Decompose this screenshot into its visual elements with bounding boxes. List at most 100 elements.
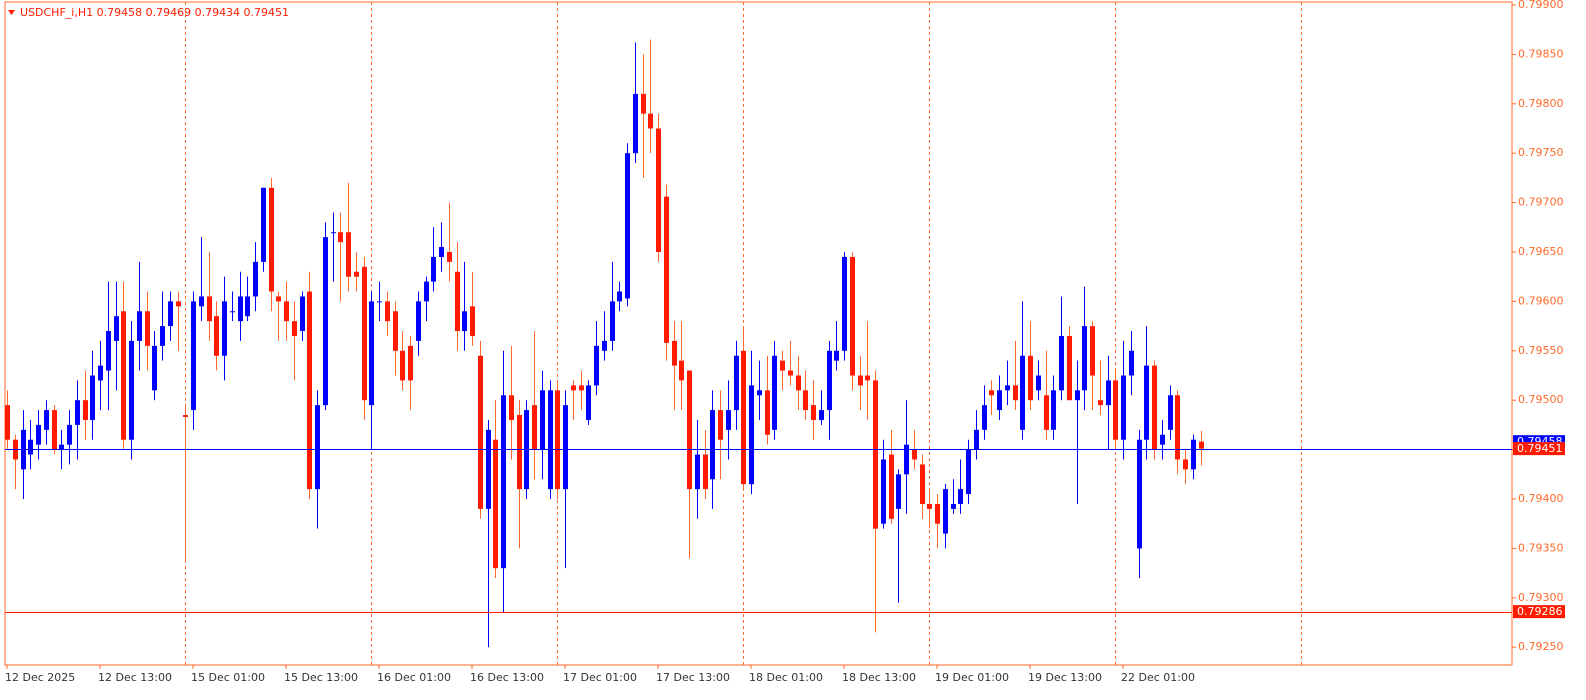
candle-body — [912, 449, 917, 460]
candle-body — [145, 311, 150, 346]
candle-body — [1113, 380, 1118, 440]
candle-body — [377, 301, 382, 303]
candle-body — [28, 439, 33, 455]
candle-body — [509, 395, 514, 420]
candle-body — [610, 301, 615, 341]
chart-title: USDCHF_i,H1 0.79458 0.79469 0.79434 0.79… — [20, 6, 289, 19]
candle-body — [245, 296, 250, 317]
candle-body — [183, 415, 188, 417]
x-tick-label: 17 Dec 13:00 — [656, 671, 730, 684]
candle-body — [1183, 459, 1188, 470]
candle-body — [617, 291, 622, 302]
candle-body — [439, 247, 444, 257]
candle-body — [191, 301, 196, 411]
candle-body — [827, 350, 832, 411]
candle-body — [974, 429, 979, 450]
candle-body — [904, 444, 909, 475]
x-tick-label: 19 Dec 13:00 — [1028, 671, 1102, 684]
x-tick-label: 18 Dec 01:00 — [749, 671, 823, 684]
candle-body — [238, 296, 243, 322]
candle-body — [989, 390, 994, 396]
candle-body — [129, 340, 134, 440]
candle-body — [850, 256, 855, 376]
candle-body — [865, 375, 870, 381]
candle-body — [90, 375, 95, 420]
y-tick-label: 0.79550 — [1518, 344, 1564, 357]
candle-body — [555, 390, 560, 490]
candle-body — [354, 271, 359, 277]
candle-body — [261, 187, 266, 262]
candle-body — [1137, 439, 1142, 549]
candle-body — [36, 424, 41, 445]
candle-body — [997, 390, 1002, 411]
candle-body — [586, 385, 591, 420]
y-tick-label: 0.79500 — [1518, 393, 1564, 406]
candle-body — [1020, 355, 1025, 430]
candle-body — [493, 439, 498, 569]
y-tick-label: 0.79700 — [1518, 196, 1564, 209]
y-tick-label: 0.79350 — [1518, 541, 1564, 554]
y-tick-label: 0.79600 — [1518, 294, 1564, 307]
candle-body — [982, 405, 987, 430]
candle-body — [315, 405, 320, 490]
candle-body — [1044, 395, 1049, 430]
price-label: 0.79451 — [1517, 442, 1563, 455]
candle-body — [1144, 365, 1149, 440]
x-tick-label: 18 Dec 13:00 — [842, 671, 916, 684]
candle-body — [540, 390, 545, 450]
candle-body — [664, 196, 669, 343]
candle-body — [346, 232, 351, 277]
candle-body — [214, 316, 219, 356]
candle-body — [927, 503, 932, 509]
candle-body — [1168, 395, 1173, 430]
candle-body — [935, 503, 940, 524]
candle-body — [98, 365, 103, 381]
candle-body — [625, 153, 630, 299]
candle-body — [59, 444, 64, 450]
candle-body — [951, 503, 956, 509]
candle-body — [881, 459, 886, 524]
candle-body — [695, 454, 700, 490]
candle-body — [1036, 375, 1041, 391]
candle-body — [369, 301, 374, 406]
y-tick-label: 0.79400 — [1518, 492, 1564, 505]
candle-body — [710, 410, 715, 480]
candle-body — [152, 345, 157, 391]
candle-body — [1152, 365, 1157, 450]
x-tick-label: 19 Dec 01:00 — [935, 671, 1009, 684]
candle-body — [455, 271, 460, 332]
candle-body — [486, 429, 491, 509]
candle-body — [796, 375, 801, 391]
candle-body — [44, 410, 49, 430]
candle-body — [1051, 390, 1056, 430]
candle-body — [718, 410, 723, 440]
candle-body — [307, 291, 312, 490]
candle-body — [834, 350, 839, 361]
candle-body — [803, 390, 808, 411]
candle-body — [1090, 326, 1095, 376]
candle-body — [943, 489, 948, 534]
candle-body — [958, 489, 963, 504]
candle-body — [726, 410, 731, 430]
x-tick-label: 16 Dec 01:00 — [377, 671, 451, 684]
candle-body — [1175, 395, 1180, 460]
candle-body — [253, 261, 258, 297]
candle-body — [1160, 434, 1165, 445]
x-tick-label: 15 Dec 13:00 — [284, 671, 358, 684]
candle-body — [393, 311, 398, 351]
candle-body — [602, 340, 607, 351]
x-tick-label: 16 Dec 13:00 — [470, 671, 544, 684]
candle-body — [687, 370, 692, 490]
x-tick-label: 17 Dec 01:00 — [563, 671, 637, 684]
candle-body — [656, 128, 661, 252]
candle-body — [633, 93, 638, 154]
candle-body — [672, 340, 677, 366]
candle-body — [1106, 380, 1111, 406]
candle-body — [741, 350, 746, 485]
candle-body — [106, 331, 111, 371]
candle-body — [160, 326, 165, 346]
plot-frame — [4, 1, 1513, 666]
candle-body — [478, 355, 483, 509]
candle-body — [331, 232, 336, 234]
candle-body — [408, 345, 413, 381]
